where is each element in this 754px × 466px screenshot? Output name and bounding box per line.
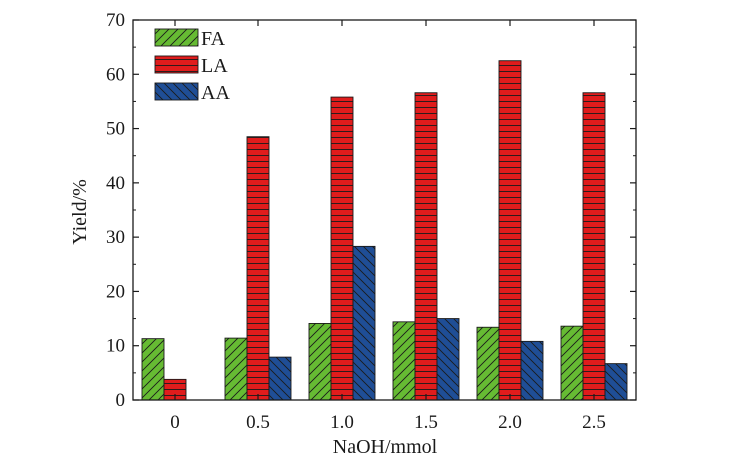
y-tick-label: 70: [106, 10, 125, 31]
bar-la-2-0: [498, 60, 522, 401]
bar-la-1-5: [414, 92, 438, 401]
y-tick-label: 20: [106, 281, 125, 302]
bar-la-0-5: [246, 136, 270, 401]
x-axis-title: NaOH/mmol: [333, 436, 438, 458]
bar-fa-2-5: [560, 325, 584, 401]
y-tick-label: 50: [106, 119, 125, 140]
bar-fa-0-5: [224, 337, 248, 401]
legend-swatch-la: [154, 55, 199, 74]
legend-label-aa: AA: [201, 82, 230, 104]
x-tick-label: 2.0: [498, 412, 522, 433]
bar-la-1-0: [330, 96, 354, 401]
bar-aa-0-5: [268, 356, 292, 401]
bars-group: [141, 60, 628, 401]
y-axis-title: Yield/%: [69, 179, 91, 245]
legend-label-fa: FA: [201, 28, 226, 50]
bar-fa-0: [141, 338, 165, 401]
x-tick-label: 1.5: [414, 412, 438, 433]
y-tick-label: 0: [116, 390, 126, 411]
plot-frame: [132, 19, 637, 401]
bar-la-2-5: [582, 92, 606, 401]
legend-swatch-fa: [154, 28, 199, 47]
x-axis: 0 0.5 1.0 1.5 2.0 2.5: [170, 20, 606, 433]
y-tick-label: 40: [106, 173, 125, 194]
legend-label-la: LA: [201, 55, 228, 77]
bar-fa-1-5: [392, 321, 416, 401]
x-tick-label: 0: [170, 412, 180, 433]
x-tick-label: 1.0: [330, 412, 354, 433]
x-tick-label: 0.5: [246, 412, 270, 433]
y-tick-label: 30: [106, 227, 125, 248]
bar-fa-1-0: [308, 323, 332, 401]
y-tick-label: 10: [106, 336, 125, 357]
bar-aa-1-0: [352, 245, 376, 401]
bar-fa-2-0: [476, 326, 500, 401]
legend-swatch-aa: [154, 82, 199, 101]
bar-aa-1-5: [436, 318, 460, 401]
legend: FA LA AA: [154, 28, 230, 104]
bar-aa-2-5: [604, 363, 628, 401]
y-axis: 0 10 20 30 40 50 60 70: [106, 10, 636, 411]
bar-aa-2-0: [520, 340, 544, 401]
x-tick-label: 2.5: [582, 412, 606, 433]
y-tick-label: 60: [106, 64, 125, 85]
